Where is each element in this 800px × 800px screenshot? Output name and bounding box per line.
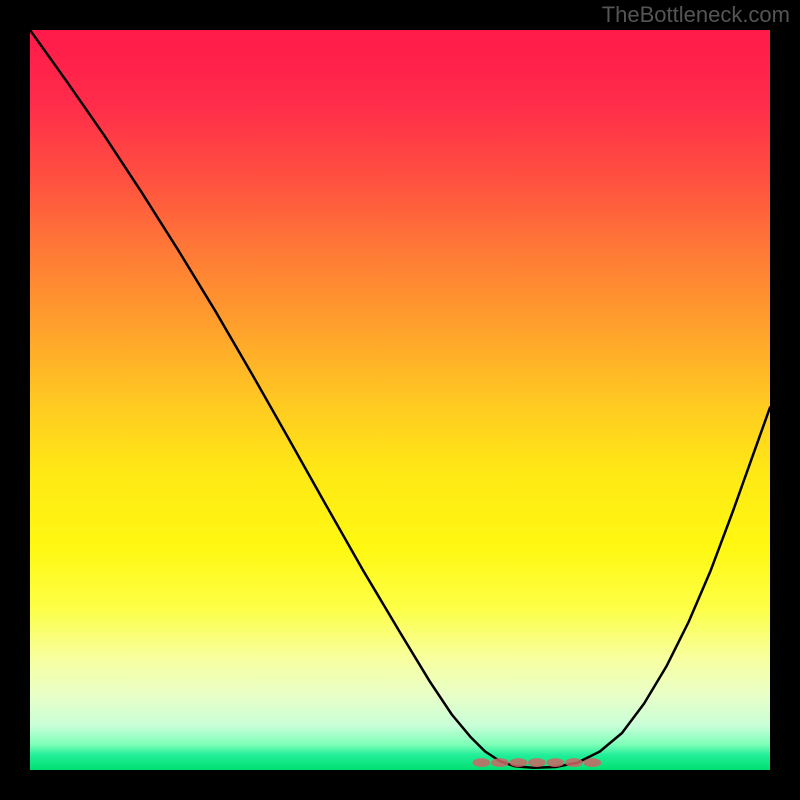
bottom-mark (547, 758, 565, 767)
chart-container: TheBottleneck.com (0, 0, 800, 800)
bottom-mark (565, 758, 583, 767)
gradient-background (30, 30, 770, 770)
bottom-mark (528, 758, 546, 767)
bottom-mark (473, 758, 491, 767)
bottom-mark (510, 758, 528, 767)
bottom-mark (584, 758, 602, 767)
bottom-mark (491, 758, 509, 767)
bottleneck-chart (0, 0, 800, 800)
